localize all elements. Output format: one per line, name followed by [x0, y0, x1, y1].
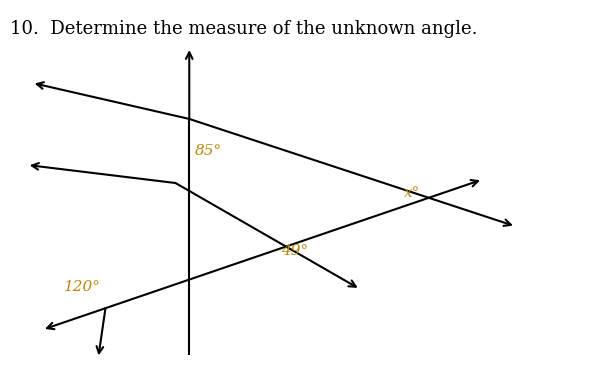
- Text: 10.  Determine the measure of the unknown angle.: 10. Determine the measure of the unknown…: [10, 20, 477, 39]
- Text: x°: x°: [404, 186, 420, 200]
- Text: 85°: 85°: [195, 143, 222, 157]
- Text: 49°: 49°: [281, 244, 308, 258]
- Text: 120°: 120°: [64, 280, 101, 294]
